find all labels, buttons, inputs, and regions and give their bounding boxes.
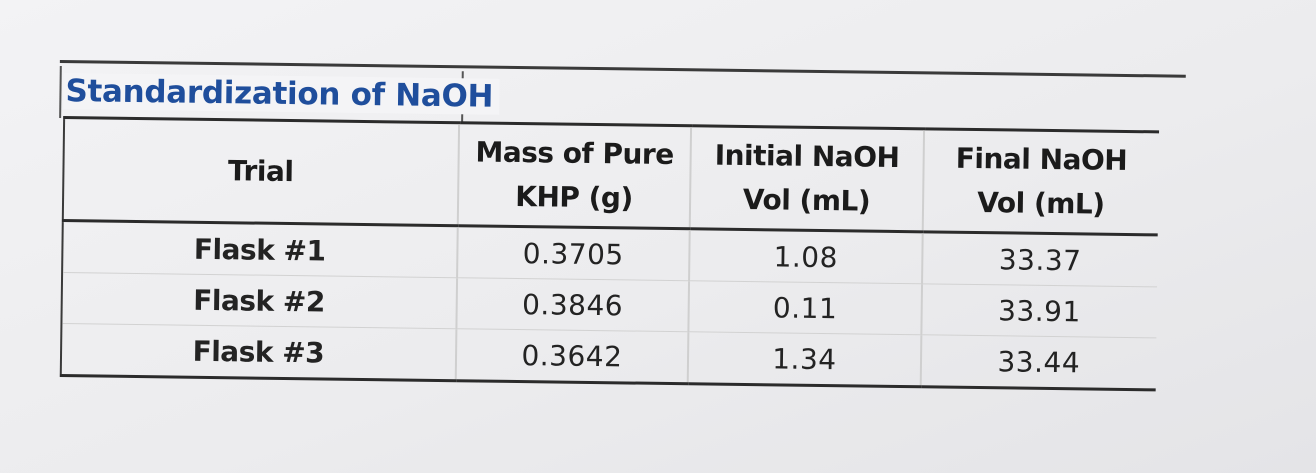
header-mass-line1: Mass of Pure <box>475 135 674 172</box>
table-title: Standardization of NaOH <box>63 73 500 115</box>
header-initial-volume: Initial NaOH Vol (mL) <box>689 125 924 232</box>
header-final-line1: Final NaOH <box>955 141 1128 177</box>
standardization-table: Trial Mass of Pure KHP (g) Initial NaOH … <box>60 116 1160 391</box>
header-final-volume: Final NaOH Vol (mL) <box>922 128 1160 235</box>
final-volume-cell: 33.91 <box>920 283 1158 338</box>
trial-cell: Flask #1 <box>62 220 458 278</box>
header-trial: Trial <box>62 117 459 226</box>
initial-volume-cell: 1.34 <box>687 331 921 387</box>
header-initial-line2: Vol (mL) <box>742 182 871 218</box>
mass-cell: 0.3642 <box>455 328 689 384</box>
header-initial-line1: Initial NaOH <box>714 138 900 174</box>
mass-cell: 0.3705 <box>456 225 690 281</box>
data-sheet: Standardization of NaOH Trial Mass of Pu… <box>55 52 1186 412</box>
header-row: Trial Mass of Pure KHP (g) Initial NaOH … <box>62 117 1160 235</box>
header-mass-line2: KHP (g) <box>515 179 633 215</box>
header-trial-label: Trial <box>227 154 294 189</box>
final-volume-cell: 33.37 <box>921 231 1158 287</box>
trial-cell: Flask #2 <box>61 272 457 329</box>
final-volume-cell: 33.44 <box>920 334 1157 390</box>
trial-cell: Flask #3 <box>60 323 456 381</box>
initial-volume-cell: 1.08 <box>689 228 923 284</box>
header-final-line2: Vol (mL) <box>977 186 1105 221</box>
mass-cell: 0.3846 <box>455 277 690 332</box>
header-mass: Mass of Pure KHP (g) <box>457 122 692 229</box>
initial-volume-cell: 0.11 <box>688 280 922 335</box>
